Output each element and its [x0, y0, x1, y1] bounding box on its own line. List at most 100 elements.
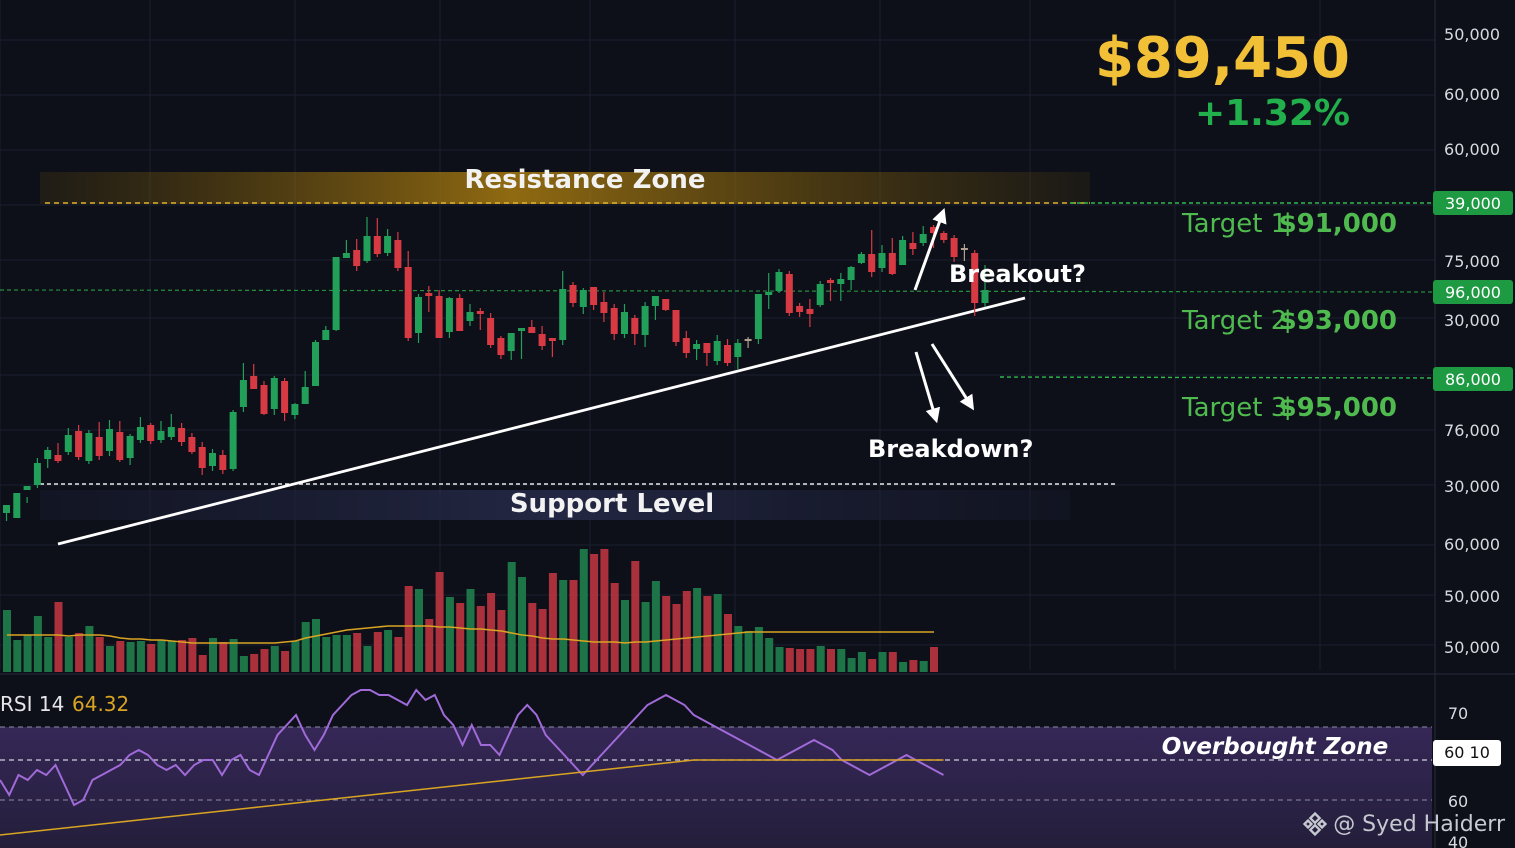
candlestick [167, 414, 175, 440]
candlestick [301, 371, 309, 404]
volume-bar [816, 646, 825, 672]
price-tag-background [1433, 191, 1513, 215]
volume-bar [559, 580, 568, 672]
candle-body [538, 334, 546, 346]
candle-body [930, 227, 937, 233]
candlestick [765, 273, 773, 309]
candle-body [239, 380, 247, 407]
candle-body [651, 296, 659, 306]
candlestick [857, 252, 865, 264]
candlestick [785, 271, 793, 316]
volume-bar [785, 648, 794, 672]
candle-body [497, 338, 505, 355]
volume-bar [641, 602, 650, 672]
candle-body [394, 240, 402, 268]
volume-bar [600, 549, 609, 672]
volume-bar [157, 640, 166, 672]
candlestick [322, 326, 330, 340]
candlestick [651, 296, 659, 320]
candlestick [373, 218, 381, 257]
resistance-zone-band [40, 172, 1090, 204]
candle-body [909, 243, 917, 249]
y-axis-tick-label: 50,000 [1444, 587, 1500, 606]
y-axis-tick-label: 60,000 [1444, 535, 1500, 554]
candle-body [260, 385, 268, 414]
watermark: @ Syed Haiderr [1301, 810, 1505, 838]
candlestick [528, 320, 536, 333]
volume-bar [75, 633, 84, 672]
volume-bar [579, 549, 588, 672]
volume-bar [260, 649, 269, 672]
candlestick [188, 433, 196, 454]
candlestick [85, 430, 93, 464]
volume-bar [754, 627, 763, 672]
price-tag-label: 86,000 [1445, 370, 1501, 389]
rsi-tag-label: 60 10 [1444, 743, 1490, 762]
volume-bar [425, 619, 434, 672]
volume-bar [548, 573, 557, 672]
volume-bar [888, 652, 897, 672]
candle-body [353, 250, 361, 266]
candlestick [342, 240, 350, 258]
volume-bar [13, 640, 22, 672]
candle-body [734, 343, 742, 357]
candlestick [960, 244, 968, 261]
candle-body [95, 437, 103, 456]
candlestick [631, 315, 639, 345]
candlestick [445, 297, 453, 338]
price-tag-label: 39,000 [1445, 194, 1501, 213]
candlestick [878, 245, 886, 272]
target-label: Target 2 [1181, 306, 1287, 336]
candlestick [332, 257, 340, 331]
volume-bar [209, 638, 217, 672]
volume-bar [404, 586, 413, 672]
volume-bar [796, 649, 805, 672]
breakout-arrow [913, 207, 947, 291]
volume-bar [301, 622, 310, 672]
candle-body [590, 287, 598, 305]
candle-body [919, 234, 927, 243]
volume-bar [270, 646, 279, 672]
candle-body [682, 338, 690, 353]
volume-bar [435, 572, 444, 672]
volume-bar [507, 562, 516, 672]
volume-bar [3, 610, 11, 672]
volume-bar [394, 637, 403, 672]
volume-bar [919, 661, 928, 672]
candlestick [899, 236, 907, 265]
volume-bar [538, 609, 547, 672]
volume-bar [744, 631, 753, 672]
candlestick [95, 422, 103, 460]
volume-bar [136, 641, 145, 672]
current-price: $89,450 [1094, 26, 1350, 91]
rsi-label-text: RSI 14 [0, 692, 64, 716]
candlestick [868, 230, 876, 277]
candlestick [178, 423, 186, 446]
volume-bar [909, 660, 918, 672]
candle-body [312, 342, 319, 386]
volume-bar [837, 649, 846, 672]
volume-bar [765, 638, 774, 672]
candlestick [487, 313, 495, 348]
overbought-zone-label: Overbought Zone [1162, 734, 1388, 760]
breakout-label: Breakout? [949, 260, 1086, 288]
candlestick [672, 310, 680, 346]
volume-bar [806, 649, 815, 672]
candle-body [75, 431, 83, 457]
candle-body [857, 254, 865, 263]
candle-body [188, 437, 196, 452]
breakdown-arrow [914, 351, 941, 424]
candle-body [754, 294, 762, 339]
candle-body [662, 299, 670, 310]
candlestick [950, 235, 958, 262]
candlestick [538, 326, 546, 350]
candle-body [291, 404, 299, 415]
volume-bar [342, 635, 351, 672]
candlestick [847, 266, 855, 290]
candlestick [23, 486, 31, 503]
candle-body [116, 432, 124, 460]
price-tag-background [1433, 280, 1513, 304]
candle-body [950, 238, 958, 257]
candlestick [239, 363, 247, 412]
